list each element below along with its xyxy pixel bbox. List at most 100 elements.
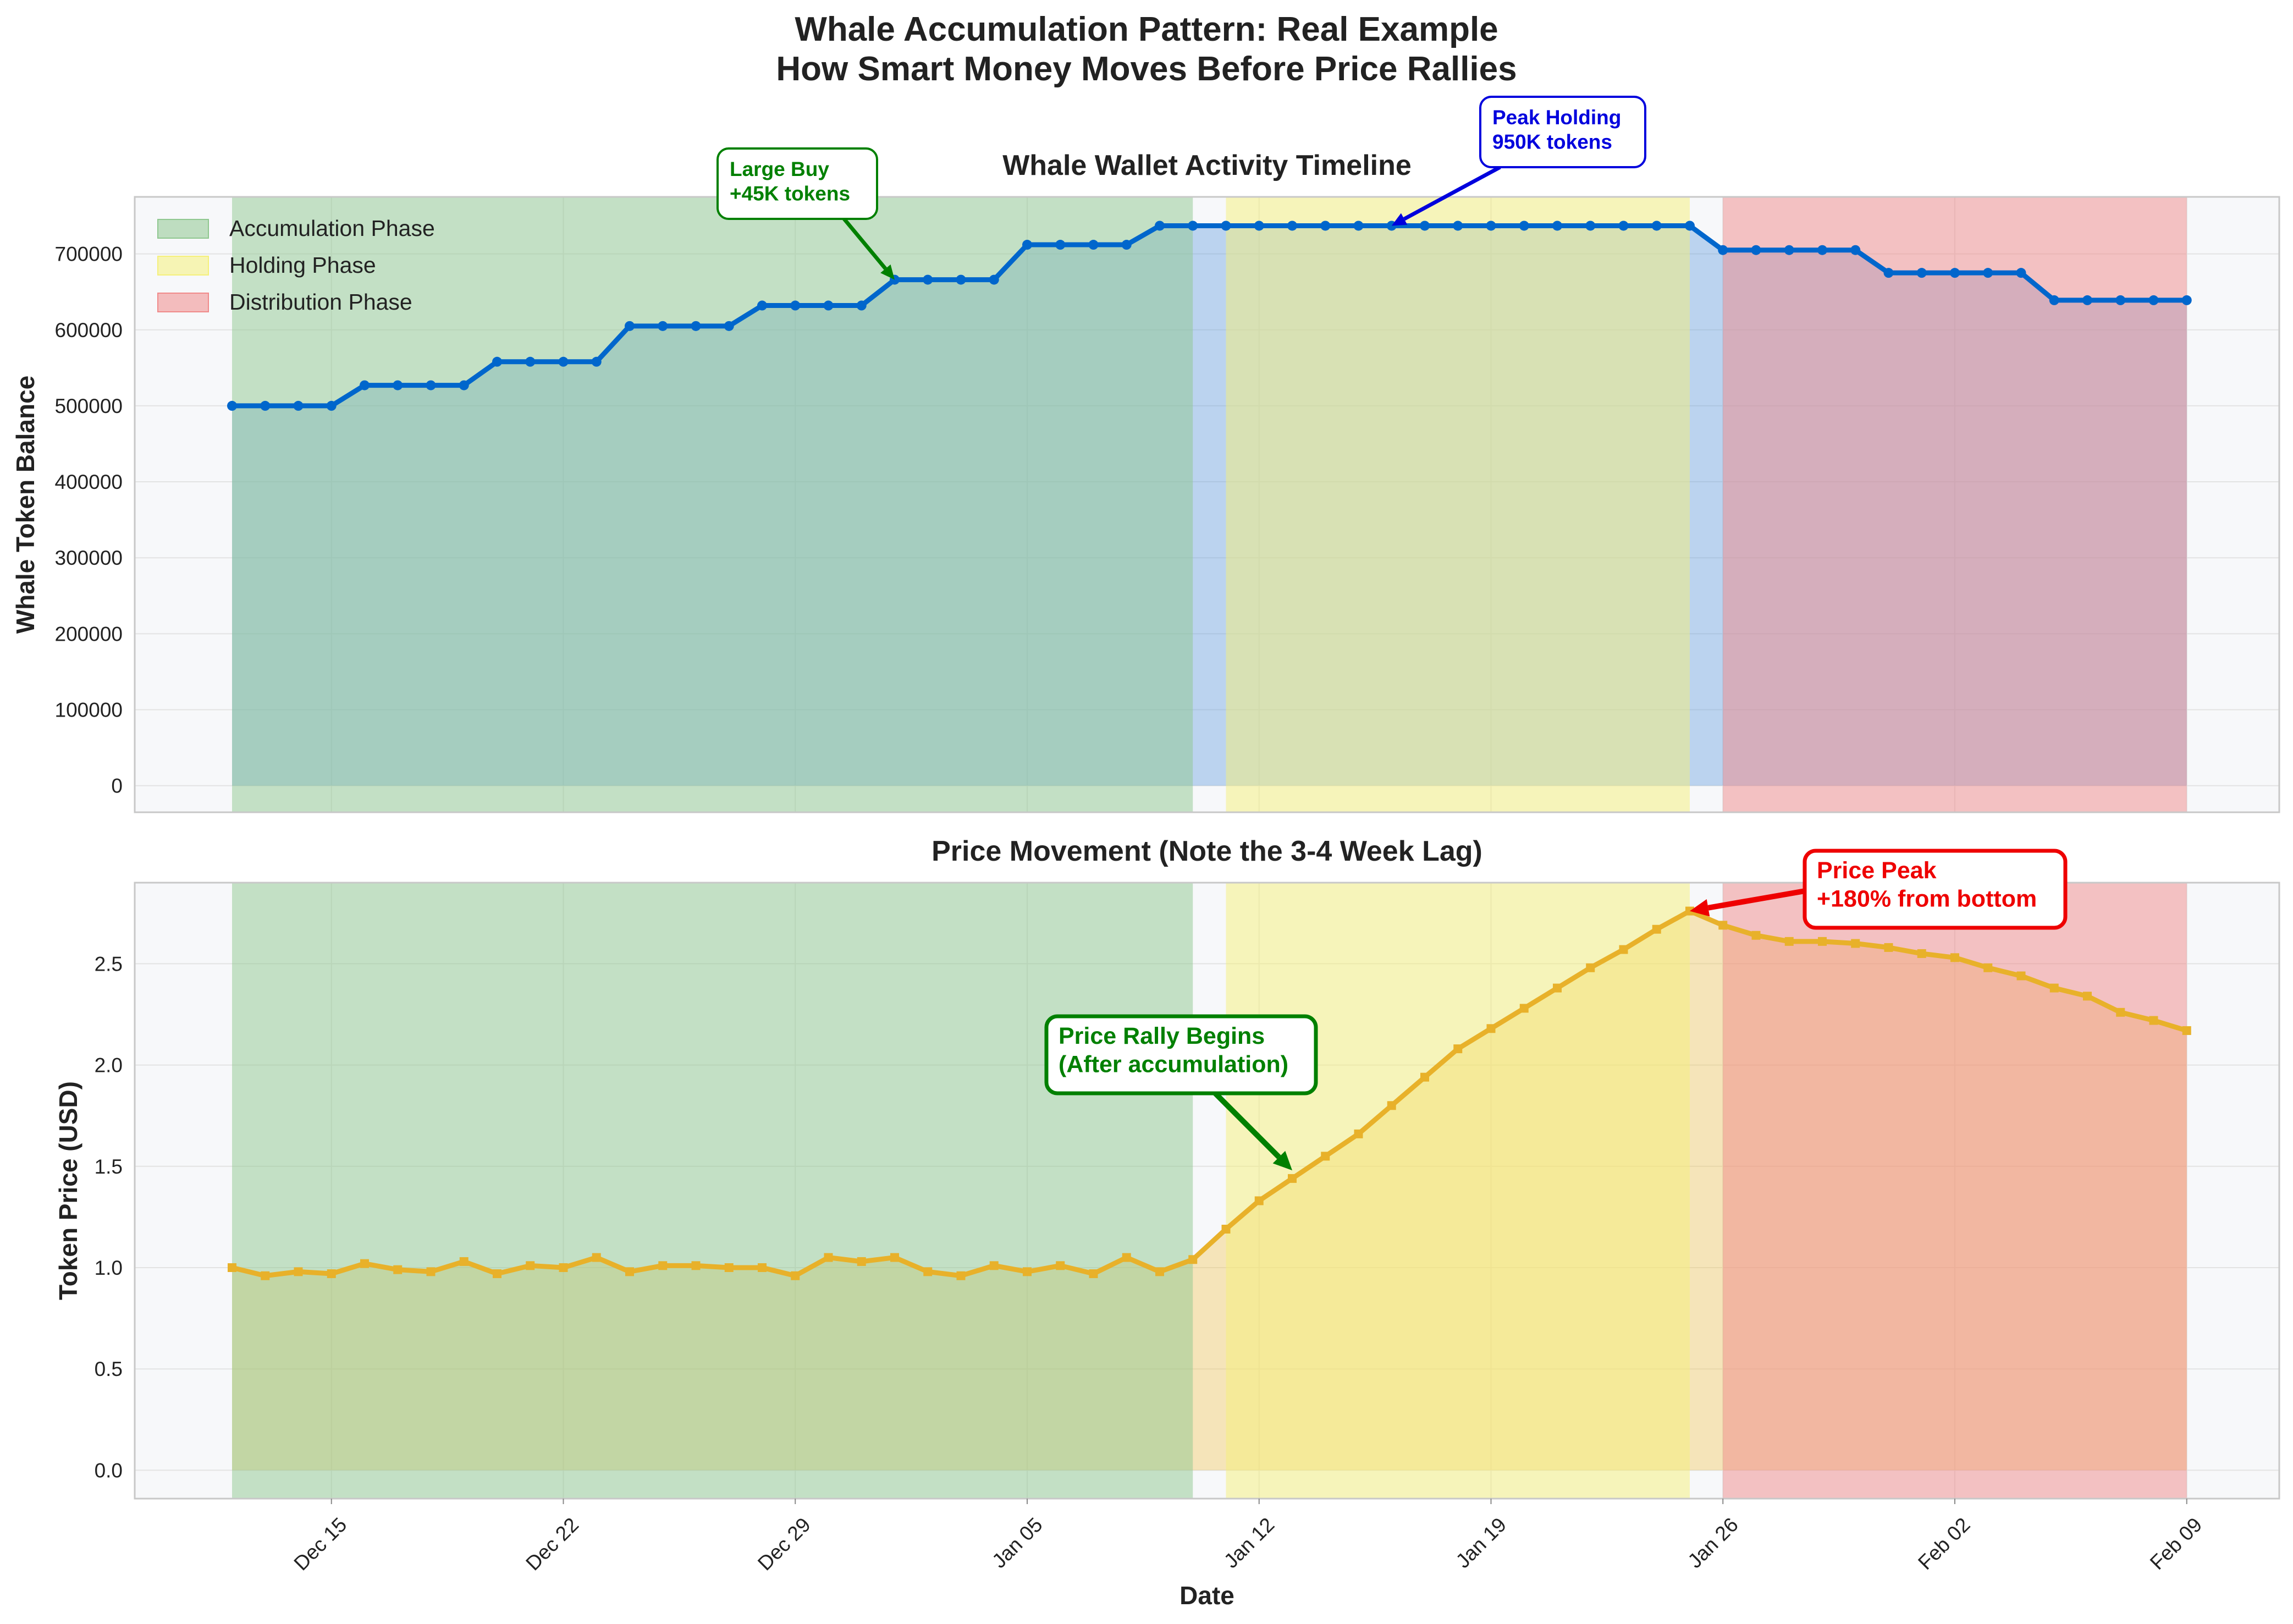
data-point [1254,1196,1264,1205]
data-point [1155,1267,1164,1276]
series-line [231,909,2188,1279]
y-tick-label: 200000 [55,623,123,645]
data-point [1552,221,1562,231]
annotation-1: Large Buy+45K tokens [716,147,895,280]
x-tick-label: Jan 19 [1452,1513,1511,1573]
data-point [757,300,767,311]
data-point [1850,245,1861,255]
data-point [1685,221,1695,231]
annotation-1: Price Rally Begins (After accumulation) [1044,1014,1318,1171]
data-point [2049,983,2059,993]
data-point [1784,937,1794,946]
data-point [923,274,933,285]
data-point [1818,937,1827,946]
data-point [393,1265,403,1274]
annotation-text: 950K tokens [1492,130,1612,153]
data-point [658,1261,668,1270]
x-tick-label: Dec 22 [521,1513,583,1575]
data-point [1353,221,1364,231]
legend-label: Accumulation Phase [229,216,435,241]
data-point [1883,268,1894,278]
data-point [1055,240,1066,250]
legend-label: Distribution Phase [229,289,412,315]
data-point [790,300,801,311]
data-point [1287,221,1297,231]
y-tick-label: 0.5 [95,1358,123,1380]
data-point [989,274,999,285]
data-point [2115,295,2126,305]
legend-label: Holding Phase [229,252,376,278]
data-point [2016,268,2026,278]
annotation-box [1044,1014,1318,1095]
data-point [1056,1261,1065,1270]
data-point [360,1259,369,1268]
data-point [724,321,734,331]
data-point [1553,983,1562,993]
y-tick-label: 100000 [55,699,123,722]
y-tick-label: 1.5 [95,1155,123,1178]
data-point [658,321,668,331]
data-point [1618,221,1629,231]
data-point [1453,1044,1463,1054]
data-point [956,1271,966,1280]
annotation-arrow [1403,165,1501,221]
data-point [1751,931,1761,940]
annotation-arrow [1213,1091,1281,1159]
data-point [758,1263,767,1272]
data-point [1817,245,1827,255]
data-point [1121,240,1132,250]
data-point [1718,921,1728,930]
x-tick-label: Feb 02 [1914,1513,1974,1574]
annotation-arrow [1707,887,1815,911]
data-point [493,1269,501,1279]
data-point [2083,992,2092,1001]
data-point [525,356,536,367]
x-tick-label: Jan 26 [1683,1513,1743,1573]
data-point [2016,971,2026,981]
data-point [989,1261,999,1270]
x-tick-label: Feb 09 [2146,1513,2206,1574]
data-point [592,1253,601,1262]
phase-span-2 [1226,883,1690,1499]
annotation-box [1803,849,2068,930]
y-tick-label: 0.0 [95,1459,123,1482]
data-point [2182,1026,2191,1035]
x-tick-label: Dec 15 [290,1513,351,1575]
data-point [1619,945,1628,954]
data-point [890,1253,899,1262]
data-point [691,1261,701,1270]
data-point [1155,221,1165,231]
data-point [1387,1101,1396,1110]
data-point [558,356,569,367]
data-point [1586,963,1595,972]
data-point [1983,268,1993,278]
data-point [856,300,867,311]
data-point [1420,221,1430,231]
phase-span-1 [232,197,1193,812]
data-point [228,1263,236,1272]
data-point [591,356,602,367]
legend: Accumulation Phase Holding Phase Distribut… [157,216,435,315]
legend-swatch-1 [157,219,209,239]
data-point [1917,949,1926,958]
data-point [260,400,271,411]
data-point [1320,221,1331,231]
annotation-text: Peak Holding [1492,106,1621,129]
data-point [1354,1129,1363,1138]
data-point [360,380,370,390]
y-tick-label: 400000 [55,471,123,493]
phase-span-3 [1723,883,2187,1499]
annotation-arrow [842,217,888,270]
data-point [1453,221,1463,231]
whale-balance-panel: 0 100000 200000 300000 400000 500000 600000 700… [11,96,2280,813]
y-tick-label: 500000 [55,395,123,417]
data-point [1254,221,1264,231]
data-point [1950,268,1960,278]
y-axis-label: Token Price (USD) [54,1081,82,1300]
data-point [327,1269,336,1279]
data-point [1188,221,1198,231]
plot-frame [134,196,2280,813]
data-point [1023,1267,1032,1276]
phase-span-1 [232,883,1193,1499]
